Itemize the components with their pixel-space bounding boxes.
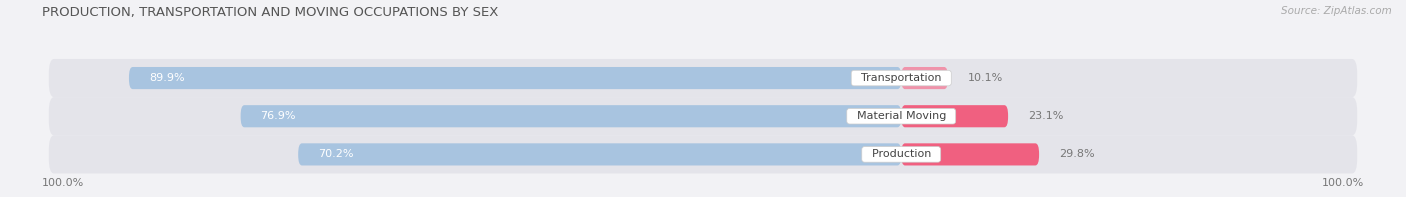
Text: 76.9%: 76.9% bbox=[260, 111, 295, 121]
FancyBboxPatch shape bbox=[49, 97, 1357, 135]
Text: Source: ZipAtlas.com: Source: ZipAtlas.com bbox=[1281, 6, 1392, 16]
Text: 70.2%: 70.2% bbox=[318, 149, 353, 159]
FancyBboxPatch shape bbox=[901, 143, 1039, 165]
FancyBboxPatch shape bbox=[240, 105, 901, 127]
Text: Material Moving: Material Moving bbox=[849, 111, 953, 121]
Text: 100.0%: 100.0% bbox=[1322, 178, 1364, 188]
Text: 89.9%: 89.9% bbox=[149, 73, 184, 83]
Text: Transportation: Transportation bbox=[853, 73, 949, 83]
Text: PRODUCTION, TRANSPORTATION AND MOVING OCCUPATIONS BY SEX: PRODUCTION, TRANSPORTATION AND MOVING OC… bbox=[42, 6, 499, 19]
FancyBboxPatch shape bbox=[129, 67, 901, 89]
FancyBboxPatch shape bbox=[901, 105, 1008, 127]
Text: 10.1%: 10.1% bbox=[967, 73, 1002, 83]
Text: 29.8%: 29.8% bbox=[1059, 149, 1094, 159]
Text: 23.1%: 23.1% bbox=[1028, 111, 1063, 121]
Text: 100.0%: 100.0% bbox=[42, 178, 84, 188]
FancyBboxPatch shape bbox=[49, 59, 1357, 97]
FancyBboxPatch shape bbox=[49, 135, 1357, 174]
Text: Production: Production bbox=[865, 149, 938, 159]
FancyBboxPatch shape bbox=[298, 143, 901, 165]
FancyBboxPatch shape bbox=[901, 67, 948, 89]
